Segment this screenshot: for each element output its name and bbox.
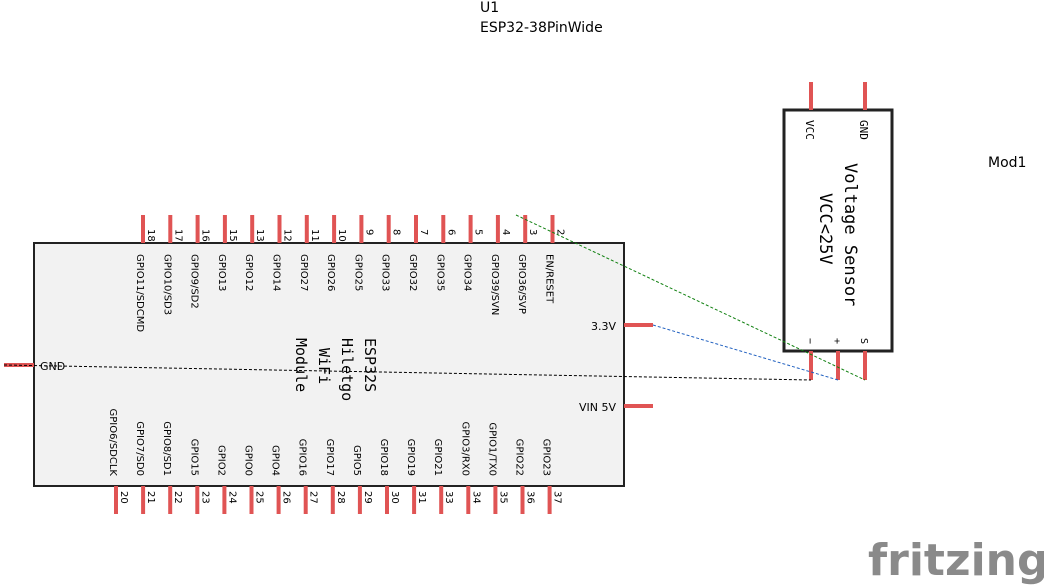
bottom-pin-number: 22	[172, 491, 183, 504]
wire-signal[interactable]	[515, 214, 866, 381]
bottom-pin-name: GPIO3/RX0	[459, 422, 470, 477]
bottom-pin-number: 35	[497, 491, 508, 504]
bottom-pin-number: 23	[199, 491, 210, 504]
esp32-module-body[interactable]	[33, 242, 625, 487]
esp32-module-text: ESP32S Hiletgo WiFi Module	[292, 338, 379, 401]
top-pin-number: 2	[555, 229, 566, 235]
bottom-pin-name: GPIO5	[351, 445, 362, 476]
sensor-gnd-label: GND	[857, 120, 870, 140]
bottom-pin-name: GPIO2	[215, 445, 226, 476]
u1-part-label: ESP32-38PinWide	[480, 20, 603, 36]
top-pin-number: 4	[500, 229, 511, 235]
bottom-pin-name: GPIO0	[243, 445, 254, 476]
wire-3v3[interactable]	[652, 324, 839, 381]
bottom-pin-name: GPIO15	[188, 439, 199, 476]
top-pin-number: 8	[391, 229, 402, 235]
bottom-pin-name: GPIO21	[432, 439, 443, 476]
bottom-pin-number: 27	[308, 491, 319, 504]
mod1-ref-label: Mod1	[988, 155, 1026, 171]
top-pin-number: 18	[145, 229, 156, 242]
top-pin-name: GPIO32	[407, 254, 418, 291]
bottom-pin-name: GPIO18	[378, 439, 389, 476]
bottom-pin-name: GPIO19	[405, 439, 416, 476]
top-pin-number: 9	[363, 229, 374, 235]
bottom-pin-number: 37	[552, 491, 563, 504]
bottom-pin-number: 31	[416, 491, 427, 504]
sensor-plus-label: +	[831, 338, 842, 344]
module-line-1: ESP32S	[361, 338, 379, 392]
pin-vin5v-label: VIN 5V	[579, 401, 616, 414]
bottom-pin-name: GPIO1/TX0	[486, 422, 497, 476]
bottom-pin-number: 25	[254, 491, 265, 504]
top-pin-number: 3	[527, 229, 538, 235]
pin-3v3-label: 3.3V	[591, 320, 616, 333]
gnd-pin-label: GND	[40, 360, 65, 373]
bottom-pin-number: 21	[145, 491, 156, 504]
sensor-vcc-label: VCC	[803, 120, 816, 140]
esp32-bottom-pins: 20 GPIO6/SDCLK 21 GPIO7/SD0 22 GPIO8/SD1 23 GPI…	[107, 409, 563, 514]
module-line-4: Module	[292, 338, 310, 392]
bottom-pin-name: GPIO22	[514, 439, 525, 476]
bottom-pin-name: GPIO17	[324, 439, 335, 476]
top-pin-name: GPIO36/SVP	[516, 254, 527, 314]
fritzing-logo: fritzing	[868, 535, 1044, 585]
top-pin-number: 7	[418, 229, 429, 235]
module-line-3: WiFi	[315, 348, 333, 384]
top-pin-number: 13	[254, 229, 265, 242]
module-line-2: Hiletgo	[338, 338, 356, 401]
top-pin-name: GPIO25	[352, 254, 363, 291]
top-pin-name: GPIO14	[271, 254, 282, 291]
bottom-pin-number: 30	[389, 491, 400, 504]
sensor-title: Voltage Sensor	[840, 163, 860, 306]
top-pin-number: 15	[227, 229, 238, 242]
sensor-s-label: S	[858, 338, 869, 344]
top-pin-name: GPIO12	[243, 254, 254, 291]
esp32-top-pins: 18GPIO11/SDCMD17GPIO10/SD316GPIO9/SD215G…	[134, 215, 566, 332]
top-pin-name: GPIO9/SD2	[189, 254, 200, 309]
top-pin-name: GPIO35	[434, 254, 445, 291]
top-pin-name: GPIO11/SDCMD	[134, 254, 145, 332]
top-pin-name: GPIO27	[298, 254, 309, 291]
bottom-pin-name: GPIO7/SD0	[134, 421, 145, 476]
u1-ref-label: U1	[480, 0, 499, 16]
bottom-pin-name: GPIO6/SDCLK	[107, 409, 118, 477]
bottom-pin-name: GPIO16	[297, 439, 308, 476]
top-pin-number: 12	[282, 229, 293, 242]
bottom-pin-number: 29	[362, 491, 373, 504]
top-pin-name: GPIO39/SVN	[489, 254, 500, 315]
sensor-subtitle: VCC<25V	[815, 193, 835, 265]
top-pin-name: GPIO33	[380, 254, 391, 291]
bottom-pin-number: 28	[335, 491, 346, 504]
wire-gnd[interactable]	[3, 364, 812, 381]
sensor-minus-label: −	[804, 338, 815, 344]
bottom-pin-number: 34	[470, 491, 481, 504]
top-pin-name: EN/RESET	[544, 254, 555, 304]
top-pin-number: 6	[445, 229, 456, 235]
bottom-pin-number: 26	[281, 491, 292, 504]
bottom-pin-name: GPIO23	[541, 439, 552, 476]
bottom-pin-name: GPIO4	[270, 445, 281, 476]
top-pin-number: 10	[336, 229, 347, 242]
bottom-pin-number: 20	[118, 491, 129, 504]
top-pin-name: GPIO10/SD3	[161, 254, 172, 315]
bottom-pin-number: 33	[443, 491, 454, 504]
voltage-sensor-body[interactable]	[782, 108, 894, 353]
bottom-pin-number: 36	[525, 491, 536, 504]
top-pin-name: GPIO34	[462, 254, 473, 291]
top-pin-number: 11	[309, 229, 320, 242]
top-pin-number: 17	[172, 229, 183, 242]
top-pin-name: GPIO13	[216, 254, 227, 291]
top-pin-name: GPIO26	[325, 254, 336, 291]
bottom-pin-number: 24	[226, 491, 237, 504]
top-pin-number: 16	[200, 229, 211, 242]
top-pin-number: 5	[473, 229, 484, 235]
bottom-pin-name: GPIO8/SD1	[161, 421, 172, 476]
